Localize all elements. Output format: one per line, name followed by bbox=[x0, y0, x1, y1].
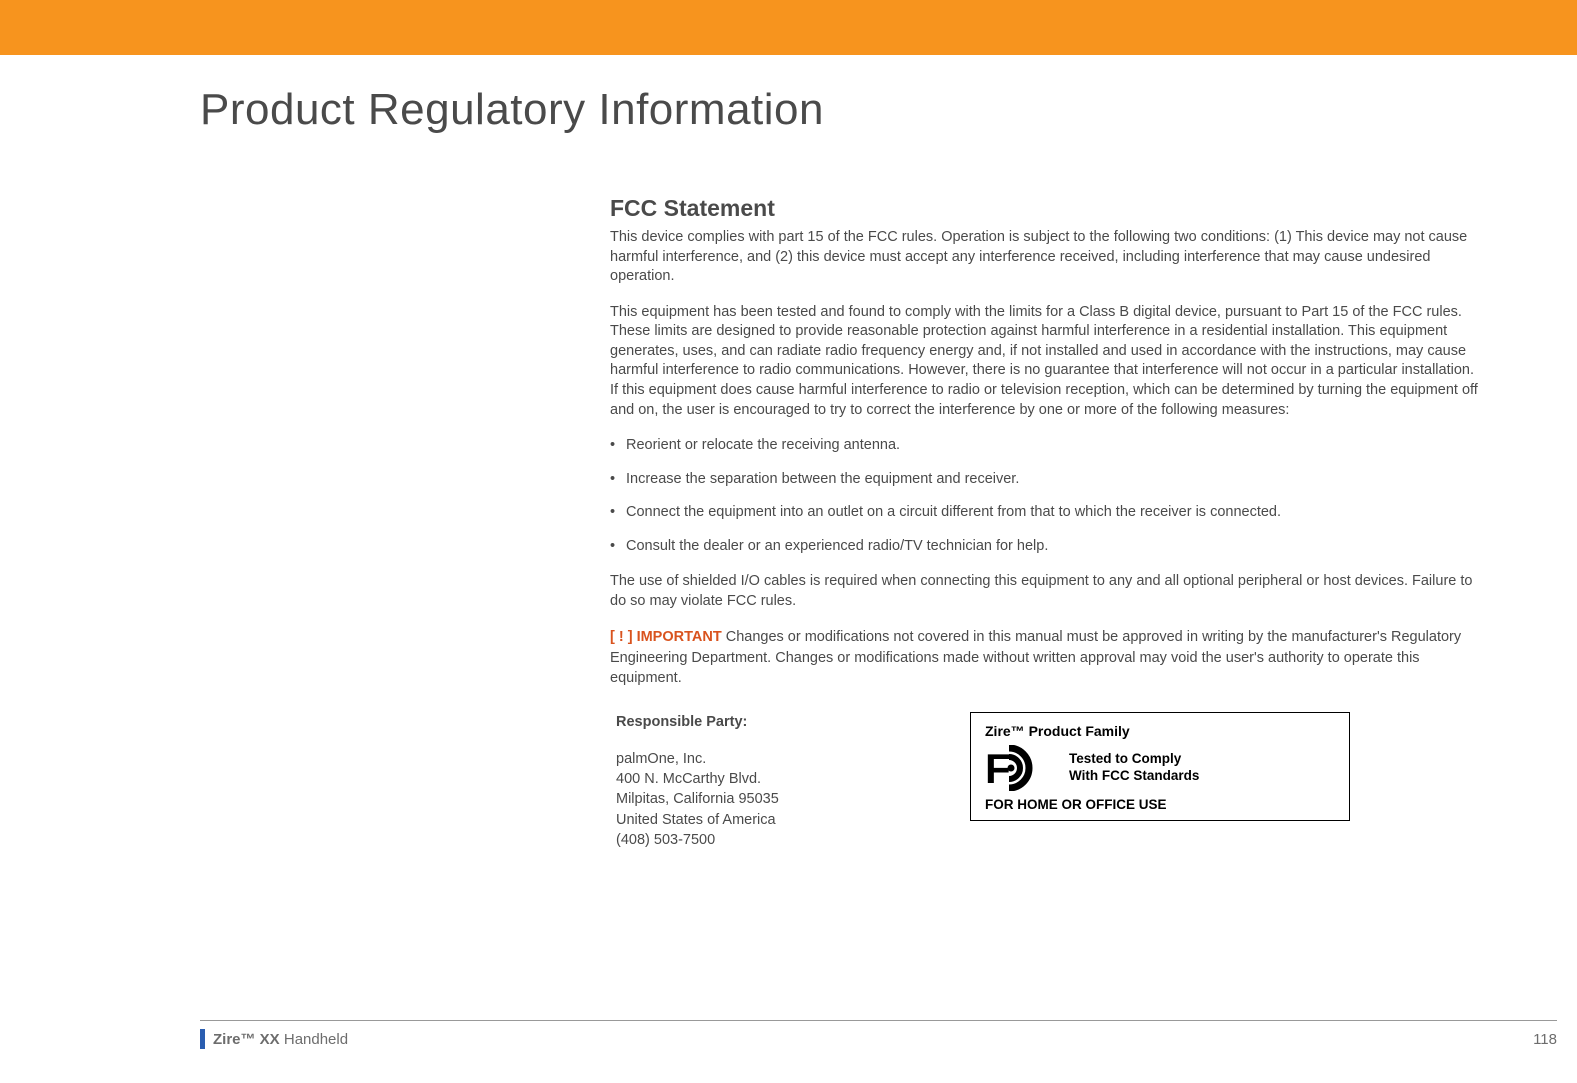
fcc-mid-line1: Tested to Comply bbox=[1069, 751, 1181, 766]
footer-product: Zire™ XX Handheld bbox=[213, 1031, 348, 1048]
bullet-item: Increase the separation between the equi… bbox=[610, 470, 1480, 490]
important-note: [ ! ] IMPORTANT Changes or modifications… bbox=[610, 627, 1480, 688]
important-text: Changes or modifications not covered in … bbox=[610, 629, 1461, 686]
fcc-mid-line2: With FCC Standards bbox=[1069, 768, 1199, 783]
bullet-item: Connect the equipment into an outlet on … bbox=[610, 503, 1480, 523]
page-number: 118 bbox=[1533, 1031, 1557, 1048]
bullet-item: Consult the dealer or an experienced rad… bbox=[610, 537, 1480, 557]
page-title: Product Regulatory Information bbox=[200, 85, 1517, 135]
fcc-box-bottom: FOR HOME OR OFFICE USE bbox=[985, 797, 1335, 812]
fcc-compliance-box: Zire™ Product Family F Tested to Comply … bbox=[970, 712, 1350, 821]
fcc-para-2: This equipment has been tested and found… bbox=[610, 303, 1480, 420]
header-accent-bar bbox=[0, 0, 1577, 55]
responsible-line: (408) 503-7500 bbox=[616, 832, 715, 848]
responsible-line: palmOne, Inc. bbox=[616, 751, 706, 767]
responsible-line: United States of America bbox=[616, 812, 776, 828]
responsible-line: 400 N. McCarthy Blvd. bbox=[616, 771, 761, 787]
fcc-box-mid: F Tested to Comply With FCC Standards bbox=[985, 745, 1335, 791]
responsible-line: Milpitas, California 95035 bbox=[616, 791, 779, 807]
fcc-para-3: The use of shielded I/O cables is requir… bbox=[610, 572, 1480, 611]
fcc-heading: FCC Statement bbox=[610, 195, 1480, 222]
info-row: Responsible Party: palmOne, Inc. 400 N. … bbox=[610, 712, 1480, 850]
footer-left: Zire™ XX Handheld bbox=[200, 1029, 348, 1049]
fcc-bullets: Reorient or relocate the receiving anten… bbox=[610, 436, 1480, 556]
fcc-logo-icon: F bbox=[985, 745, 1055, 791]
page-content: Product Regulatory Information FCC State… bbox=[0, 55, 1577, 850]
footer-product-rest: Handheld bbox=[280, 1031, 348, 1048]
page-footer: Zire™ XX Handheld 118 bbox=[200, 1020, 1557, 1049]
important-label: [ ! ] IMPORTANT bbox=[610, 629, 722, 645]
footer-mark-icon bbox=[200, 1029, 205, 1049]
content-column: FCC Statement This device complies with … bbox=[610, 195, 1480, 850]
fcc-para-1: This device complies with part 15 of the… bbox=[610, 228, 1480, 287]
svg-text:F: F bbox=[985, 745, 1011, 791]
footer-product-bold: Zire™ XX bbox=[213, 1031, 280, 1048]
bullet-item: Reorient or relocate the receiving anten… bbox=[610, 436, 1480, 456]
responsible-party: Responsible Party: palmOne, Inc. 400 N. … bbox=[610, 712, 910, 850]
fcc-box-mid-text: Tested to Comply With FCC Standards bbox=[1069, 751, 1199, 785]
fcc-box-title: Zire™ Product Family bbox=[985, 723, 1335, 739]
responsible-title: Responsible Party: bbox=[616, 712, 910, 732]
